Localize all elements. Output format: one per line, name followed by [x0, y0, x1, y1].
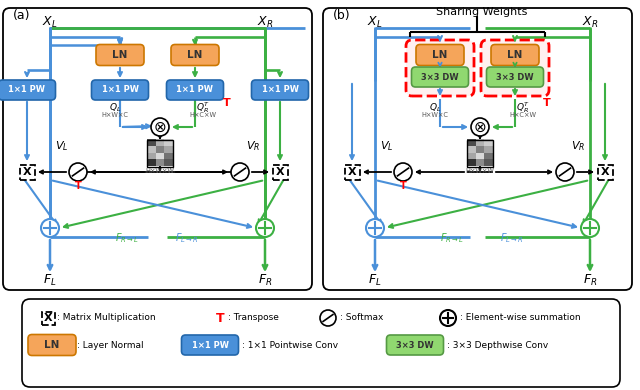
- Text: H×W×C: H×W×C: [102, 112, 129, 118]
- Circle shape: [151, 118, 169, 136]
- Text: : Softmax: : Softmax: [340, 314, 383, 323]
- Text: LN: LN: [44, 340, 60, 350]
- Text: $F_{R\rightarrow L}$: $F_{R\rightarrow L}$: [115, 231, 139, 245]
- Circle shape: [256, 219, 274, 237]
- Circle shape: [366, 219, 384, 237]
- Bar: [147, 140, 173, 167]
- Bar: [467, 140, 493, 167]
- FancyBboxPatch shape: [42, 312, 54, 324]
- Circle shape: [556, 163, 574, 181]
- FancyBboxPatch shape: [344, 165, 360, 179]
- Text: $F_R$: $F_R$: [258, 273, 272, 287]
- FancyBboxPatch shape: [323, 8, 632, 290]
- FancyBboxPatch shape: [0, 80, 56, 100]
- Text: LN: LN: [508, 50, 523, 60]
- Text: $F_L$: $F_L$: [368, 273, 382, 287]
- Text: H×W×W: H×W×W: [465, 168, 495, 174]
- Text: $V_L$: $V_L$: [55, 139, 68, 153]
- Text: $F_R$: $F_R$: [583, 273, 597, 287]
- Text: 1×1 PW: 1×1 PW: [102, 85, 138, 94]
- Text: 1×1 PW: 1×1 PW: [177, 85, 214, 94]
- Circle shape: [440, 310, 456, 326]
- Circle shape: [581, 219, 599, 237]
- Text: $X_L$: $X_L$: [367, 14, 383, 30]
- Text: : 3×3 Depthwise Conv: : 3×3 Depthwise Conv: [447, 340, 548, 349]
- Text: X: X: [44, 313, 52, 323]
- Text: $V_L$: $V_L$: [380, 139, 394, 153]
- Circle shape: [394, 163, 412, 181]
- FancyBboxPatch shape: [273, 165, 287, 179]
- Text: : Transpose: : Transpose: [228, 314, 279, 323]
- Text: H×C×W: H×C×W: [509, 112, 536, 118]
- Text: : Matrix Multiplication: : Matrix Multiplication: [57, 314, 156, 323]
- Text: 1×1 PW: 1×1 PW: [262, 85, 298, 94]
- Text: (a): (a): [13, 9, 31, 23]
- FancyBboxPatch shape: [96, 44, 144, 66]
- Text: (b): (b): [333, 9, 351, 23]
- Text: H×C×W: H×C×W: [189, 112, 216, 118]
- Circle shape: [69, 163, 87, 181]
- Text: T: T: [216, 312, 224, 324]
- Text: X: X: [22, 167, 31, 177]
- Text: : Element-wise summation: : Element-wise summation: [460, 314, 580, 323]
- FancyBboxPatch shape: [182, 335, 239, 355]
- FancyBboxPatch shape: [22, 299, 620, 387]
- Text: 1×1 PW: 1×1 PW: [8, 85, 45, 94]
- Text: $V_R$: $V_R$: [246, 139, 260, 153]
- Text: 3×3 DW: 3×3 DW: [421, 73, 459, 82]
- Text: $V_R$: $V_R$: [571, 139, 585, 153]
- Text: T: T: [223, 98, 231, 108]
- FancyBboxPatch shape: [406, 40, 474, 96]
- Text: $F_L$: $F_L$: [44, 273, 57, 287]
- Text: $F_{L\rightarrow R}$: $F_{L\rightarrow R}$: [500, 231, 524, 245]
- Text: $Q^T_R$: $Q^T_R$: [196, 101, 210, 115]
- Text: : Layer Normal: : Layer Normal: [77, 340, 143, 349]
- Text: $Q_L$: $Q_L$: [429, 102, 441, 114]
- FancyBboxPatch shape: [387, 335, 444, 355]
- FancyBboxPatch shape: [3, 8, 312, 290]
- Text: $X_R$: $X_R$: [582, 14, 598, 30]
- FancyBboxPatch shape: [92, 80, 148, 100]
- Text: H×W×W: H×W×W: [145, 168, 175, 174]
- Text: T: T: [75, 181, 81, 191]
- FancyBboxPatch shape: [412, 67, 468, 87]
- Text: ⊗: ⊗: [154, 119, 166, 135]
- Text: ⊗: ⊗: [474, 119, 486, 135]
- Text: LN: LN: [188, 50, 203, 60]
- Circle shape: [41, 219, 59, 237]
- Text: $Q_L$: $Q_L$: [109, 102, 121, 114]
- FancyBboxPatch shape: [19, 165, 35, 179]
- Text: X: X: [276, 167, 284, 177]
- Text: $F_{L\rightarrow R}$: $F_{L\rightarrow R}$: [175, 231, 199, 245]
- FancyBboxPatch shape: [28, 335, 76, 356]
- FancyBboxPatch shape: [166, 80, 223, 100]
- Text: LN: LN: [432, 50, 448, 60]
- FancyBboxPatch shape: [486, 67, 543, 87]
- Text: LN: LN: [112, 50, 128, 60]
- Text: X: X: [348, 167, 356, 177]
- Text: X: X: [601, 167, 609, 177]
- Text: $X_L$: $X_L$: [42, 14, 58, 30]
- Text: 3×3 DW: 3×3 DW: [396, 340, 434, 349]
- Text: H×W×C: H×W×C: [422, 112, 449, 118]
- Text: T: T: [543, 98, 551, 108]
- Text: 1×1 PW: 1×1 PW: [191, 340, 228, 349]
- FancyBboxPatch shape: [481, 40, 549, 96]
- Text: : 1×1 Pointwise Conv: : 1×1 Pointwise Conv: [242, 340, 338, 349]
- FancyBboxPatch shape: [416, 44, 464, 66]
- Text: $F_{R\rightarrow L}$: $F_{R\rightarrow L}$: [440, 231, 464, 245]
- Circle shape: [471, 118, 489, 136]
- FancyBboxPatch shape: [598, 165, 612, 179]
- FancyBboxPatch shape: [491, 44, 539, 66]
- FancyBboxPatch shape: [252, 80, 308, 100]
- Text: 3×3 DW: 3×3 DW: [496, 73, 534, 82]
- Text: Sharing Weights: Sharing Weights: [436, 7, 528, 17]
- Circle shape: [231, 163, 249, 181]
- FancyBboxPatch shape: [171, 44, 219, 66]
- Circle shape: [320, 310, 336, 326]
- Text: $Q^T_R$: $Q^T_R$: [516, 101, 530, 115]
- Text: $X_R$: $X_R$: [257, 14, 273, 30]
- Text: T: T: [399, 181, 406, 191]
